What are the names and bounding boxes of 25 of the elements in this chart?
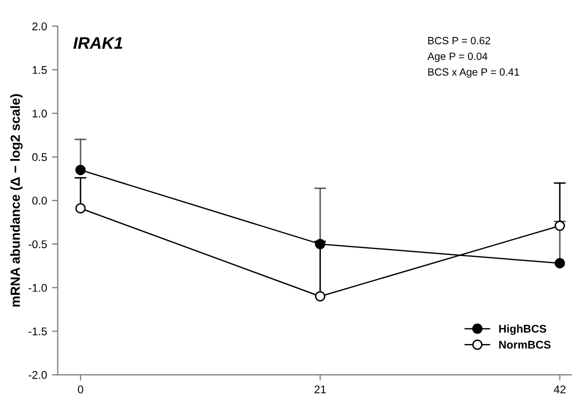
x-tick-label: 21 — [314, 386, 326, 394]
text: IRAK1 — [73, 37, 122, 49]
legend-label: NormBCS — [499, 340, 551, 349]
x-tick-label: 42 — [554, 386, 566, 394]
y-tick-label: -1.0 — [28, 284, 47, 292]
annotation: BCS x Age P = 0.41 — [428, 68, 520, 78]
annotation: Age P = 0.04 — [427, 52, 488, 62]
y-tick-label: 2.0 — [32, 22, 47, 30]
point — [75, 164, 86, 176]
y-tick-label: 1.0 — [32, 110, 47, 118]
point — [314, 291, 326, 302]
legend-label: HighBCS — [499, 324, 546, 335]
point — [554, 258, 566, 268]
y-tick-label: 1.5 — [32, 66, 47, 74]
x-tick-label: 0 — [78, 386, 84, 394]
y-tick-label: 0.0 — [32, 196, 47, 205]
y-tick-label: 0.5 — [32, 153, 47, 162]
y-tick-label: -1.5 — [28, 328, 47, 336]
y-axis-title: mRNA abundance (Δ − log2 scale) — [10, 94, 23, 307]
y-tick-label: -2.0 — [28, 371, 47, 379]
point — [314, 238, 326, 250]
point — [554, 220, 566, 231]
point — [75, 203, 86, 214]
y-tick-label: -0.5 — [28, 240, 47, 248]
annotation: BCS P = 0.62 — [428, 36, 490, 44]
